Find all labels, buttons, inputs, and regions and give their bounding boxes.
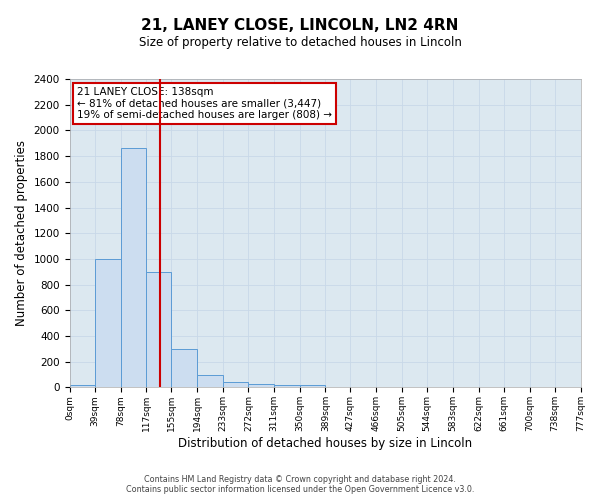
Bar (223, 382, 248, 388)
X-axis label: Distribution of detached houses by size in Lincoln: Distribution of detached houses by size … (178, 437, 472, 450)
Bar (274, 385, 299, 388)
Text: Size of property relative to detached houses in Lincoln: Size of property relative to detached ho… (139, 36, 461, 49)
Bar (248, 384, 274, 388)
Bar (70, 385, 95, 388)
Text: Contains public sector information licensed under the Open Government Licence v3: Contains public sector information licen… (126, 485, 474, 494)
Y-axis label: Number of detached properties: Number of detached properties (15, 140, 28, 326)
Bar (172, 349, 197, 388)
Bar (121, 148, 146, 388)
Bar (299, 385, 325, 388)
Text: 21, LANEY CLOSE, LINCOLN, LN2 4RN: 21, LANEY CLOSE, LINCOLN, LN2 4RN (142, 18, 458, 32)
Text: Contains HM Land Registry data © Crown copyright and database right 2024.: Contains HM Land Registry data © Crown c… (144, 474, 456, 484)
Bar (197, 374, 223, 388)
Text: 21 LANEY CLOSE: 138sqm
← 81% of detached houses are smaller (3,447)
19% of semi-: 21 LANEY CLOSE: 138sqm ← 81% of detached… (77, 86, 332, 120)
Bar (95, 259, 121, 388)
Bar (146, 272, 172, 388)
